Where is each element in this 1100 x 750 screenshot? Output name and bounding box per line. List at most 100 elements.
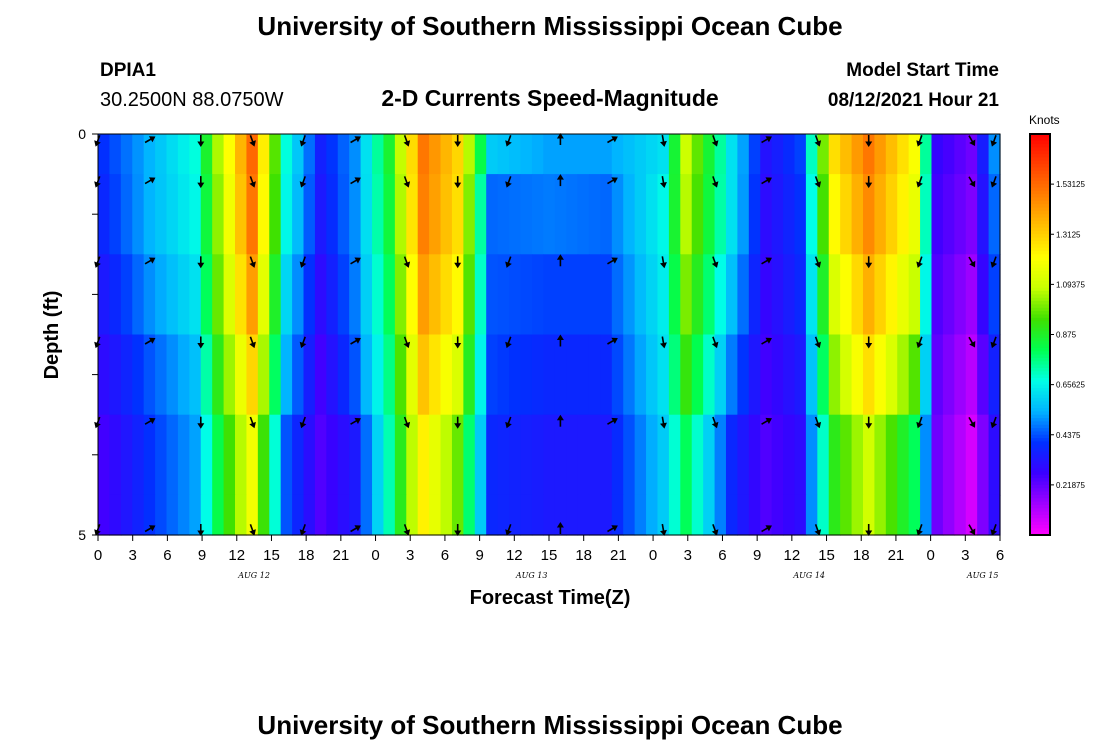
heatmap-cell xyxy=(417,174,430,255)
heatmap-cell xyxy=(280,334,293,416)
heatmap-cell xyxy=(372,414,385,496)
colorbar-segment xyxy=(1030,244,1050,249)
colorbar-segment xyxy=(1030,137,1050,142)
heatmap-cell xyxy=(509,494,522,536)
colorbar-segment xyxy=(1030,394,1050,399)
heatmap-cell xyxy=(931,414,944,496)
heatmap-cell xyxy=(372,334,385,416)
current-vector-arrow xyxy=(197,524,205,536)
heatmap-cell xyxy=(109,134,122,175)
heatmap-cell xyxy=(177,494,190,536)
current-vector-arrow xyxy=(711,336,719,349)
heatmap-cell xyxy=(292,254,305,336)
colorbar-segment xyxy=(1030,187,1050,192)
colorbar-segment xyxy=(1030,518,1050,523)
heatmap-cell xyxy=(554,414,567,496)
heatmap-cell xyxy=(486,334,499,416)
x-date-label: AUG 12 xyxy=(237,571,270,580)
heatmap-cell xyxy=(543,174,556,255)
heatmap-cell xyxy=(703,254,716,336)
heatmap-cell xyxy=(497,494,510,536)
heatmap-cell xyxy=(668,414,681,496)
heatmap-cell xyxy=(451,254,464,336)
heatmap-cell xyxy=(486,134,499,175)
heatmap-cell xyxy=(851,494,864,536)
heatmap-cell xyxy=(269,414,282,496)
heatmap-cell xyxy=(965,174,978,255)
heatmap-cell xyxy=(235,494,248,536)
colorbar-segment xyxy=(1030,357,1050,362)
x-tick-label: 18 xyxy=(298,547,315,564)
x-tick-label: 15 xyxy=(263,547,280,564)
colorbar-segment xyxy=(1030,134,1050,138)
heatmap-cell xyxy=(98,494,111,536)
x-tick-label: 15 xyxy=(541,547,558,564)
heatmap-cell xyxy=(600,334,613,416)
colorbar-segment xyxy=(1030,184,1050,189)
current-vector-arrow xyxy=(711,176,719,188)
current-vector-arrow xyxy=(865,135,873,147)
heatmap-cell xyxy=(303,494,316,536)
heatmap-cell xyxy=(543,134,556,175)
heatmap-cell xyxy=(908,414,921,496)
heatmap-cell xyxy=(212,494,225,536)
heatmap-cell xyxy=(257,334,270,416)
current-vector-arrow xyxy=(403,176,411,188)
heatmap-cell xyxy=(394,414,407,496)
heatmap-cell xyxy=(805,254,818,336)
heatmap-cell xyxy=(223,174,236,255)
heatmap-cell xyxy=(942,134,955,175)
colorbar-segment xyxy=(1030,331,1050,336)
heatmap-cell xyxy=(577,254,590,336)
station-id: DPIA1 xyxy=(100,60,156,81)
heatmap-cell xyxy=(874,494,887,536)
heatmap-cell xyxy=(794,414,807,496)
heatmap-cell xyxy=(337,334,350,416)
heatmap-cell xyxy=(360,494,373,536)
heatmap-cell xyxy=(269,134,282,175)
heatmap-cell xyxy=(166,334,179,416)
colorbar-segment xyxy=(1030,194,1050,199)
x-tick-label: 0 xyxy=(94,547,102,564)
x-tick-label: 3 xyxy=(129,547,137,564)
heatmap-cell xyxy=(623,254,636,336)
current-vector-arrow xyxy=(814,256,822,268)
heatmap-cell xyxy=(954,494,967,536)
heatmap-cell xyxy=(828,174,841,255)
colorbar-segment xyxy=(1030,498,1050,503)
colorbar-segment xyxy=(1030,484,1050,489)
colorbar-segment xyxy=(1030,454,1050,459)
colorbar-segment xyxy=(1030,204,1050,209)
heatmap-cell xyxy=(280,254,293,336)
heatmap-cell xyxy=(360,174,373,255)
current-vector-arrow xyxy=(990,176,998,188)
heatmap-cell xyxy=(954,414,967,496)
x-tick-label: 6 xyxy=(996,547,1004,564)
heatmap-cell xyxy=(885,414,898,496)
heatmap-cell xyxy=(885,494,898,536)
heatmap-cell xyxy=(520,174,533,255)
heatmap-cell xyxy=(851,174,864,255)
colorbar-segment xyxy=(1030,441,1050,446)
heatmap-cell xyxy=(805,494,818,536)
current-vector-arrow xyxy=(299,176,307,188)
current-vector-arrow xyxy=(814,524,822,536)
heatmap-cell xyxy=(246,334,259,416)
heatmap-cell xyxy=(942,334,955,416)
colorbar-segment xyxy=(1030,387,1050,392)
current-vector-arrow xyxy=(761,417,772,425)
heatmap-cell xyxy=(623,414,636,496)
heatmap-cell xyxy=(246,254,259,336)
heatmap-cell xyxy=(132,254,145,336)
heatmap-cell xyxy=(200,174,213,255)
heatmap-cell xyxy=(132,334,145,416)
heatmap-cell xyxy=(988,334,1001,416)
heatmap-cell xyxy=(988,414,1001,496)
heatmap-cell xyxy=(851,414,864,496)
current-vector-arrow xyxy=(814,336,822,349)
heatmap-cell xyxy=(680,174,693,255)
heatmap-cell xyxy=(646,414,659,496)
heatmap-cell xyxy=(760,174,773,255)
x-tick-label: 6 xyxy=(441,547,449,564)
